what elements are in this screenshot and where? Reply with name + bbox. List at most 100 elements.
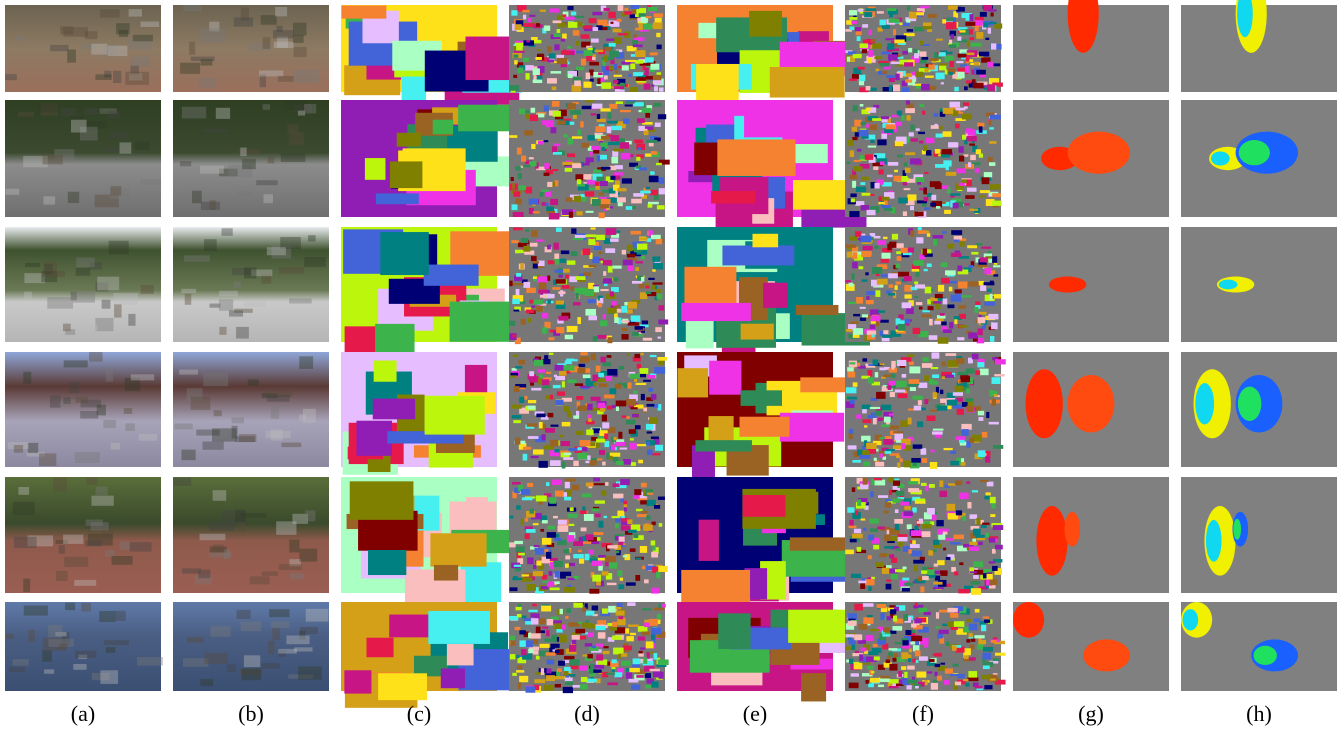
superpixel	[860, 483, 869, 490]
superpixel	[645, 75, 655, 80]
superpixel	[646, 139, 658, 143]
superpixel	[942, 107, 954, 114]
superpixel	[580, 510, 587, 515]
superpixel	[645, 685, 653, 689]
superpixel	[517, 172, 522, 180]
superpixel	[866, 290, 876, 296]
superpixel	[861, 109, 871, 115]
superpixel	[848, 618, 856, 621]
photo-detail	[204, 652, 228, 664]
superpixel	[636, 243, 648, 250]
superpixel	[969, 143, 975, 146]
superpixel	[914, 660, 919, 664]
superpixel	[550, 439, 559, 447]
photo-detail	[215, 107, 231, 119]
superpixel	[932, 58, 937, 63]
superpixel	[930, 202, 936, 207]
superpixel	[863, 644, 870, 651]
superpixel	[651, 551, 659, 558]
superpixel	[627, 602, 636, 606]
superpixel	[980, 285, 987, 291]
superpixel	[619, 142, 629, 149]
superpixel	[925, 484, 929, 491]
superpixel	[878, 201, 885, 205]
superpixel	[924, 171, 929, 175]
superpixel	[547, 59, 555, 63]
superpixel	[526, 40, 530, 43]
superpixel	[615, 180, 620, 188]
segment	[740, 323, 774, 340]
panel-image	[1181, 0, 1337, 92]
superpixel	[908, 47, 913, 53]
superpixel	[552, 649, 556, 652]
superpixel	[524, 526, 533, 530]
photo-detail	[305, 510, 316, 522]
superpixel	[532, 261, 539, 264]
photo-detail	[47, 297, 73, 309]
superpixel	[877, 27, 883, 32]
superpixel	[895, 35, 907, 42]
superpixel	[906, 178, 916, 183]
photo-detail	[234, 308, 253, 313]
superpixel	[941, 361, 947, 367]
superpixel	[884, 192, 895, 199]
superpixel	[515, 20, 524, 26]
photo-detail	[103, 640, 129, 646]
superpixel	[909, 544, 920, 549]
superpixel	[857, 498, 868, 505]
superpixel	[543, 172, 550, 176]
superpixel	[620, 479, 630, 486]
superpixel	[852, 382, 858, 387]
superpixel	[970, 154, 976, 161]
superpixel	[958, 27, 968, 31]
superpixel	[638, 13, 646, 18]
superpixel	[554, 537, 562, 541]
superpixel	[582, 541, 592, 544]
mask-background	[1013, 227, 1169, 342]
superpixel	[597, 410, 604, 415]
superpixel	[564, 677, 573, 682]
superpixel	[969, 567, 974, 574]
superpixel	[872, 118, 882, 121]
superpixel	[654, 122, 661, 127]
superpixel	[895, 73, 900, 81]
superpixel	[936, 315, 946, 319]
superpixel	[959, 241, 965, 247]
superpixel	[565, 563, 569, 568]
superpixel	[865, 622, 871, 626]
superpixel	[603, 43, 613, 50]
superpixel	[540, 515, 547, 521]
superpixel	[598, 72, 603, 76]
photo-detail	[289, 539, 300, 553]
superpixel	[963, 648, 971, 656]
photo-detail	[129, 73, 143, 81]
segment	[779, 412, 845, 442]
mask-region	[1218, 279, 1238, 290]
superpixel	[524, 307, 532, 311]
superpixel	[650, 63, 660, 70]
superpixel	[520, 165, 524, 168]
superpixel	[871, 648, 882, 653]
photo-detail	[67, 191, 80, 203]
superpixel	[646, 441, 651, 446]
superpixel	[935, 386, 940, 393]
superpixel	[866, 296, 870, 302]
photo-detail	[5, 74, 17, 81]
superpixel	[602, 650, 610, 655]
superpixel	[605, 176, 614, 183]
superpixel	[927, 13, 937, 18]
superpixel	[541, 556, 550, 564]
superpixel	[938, 629, 949, 634]
superpixel	[921, 363, 933, 368]
superpixel	[889, 12, 893, 18]
superpixel	[561, 312, 571, 319]
superpixel	[624, 104, 633, 107]
superpixel	[540, 586, 549, 590]
superpixel	[566, 608, 572, 613]
photo-detail	[70, 119, 87, 133]
superpixel	[986, 481, 994, 487]
superpixel	[600, 490, 607, 496]
superpixel	[853, 67, 862, 75]
superpixel	[640, 352, 644, 356]
superpixel	[652, 282, 663, 285]
